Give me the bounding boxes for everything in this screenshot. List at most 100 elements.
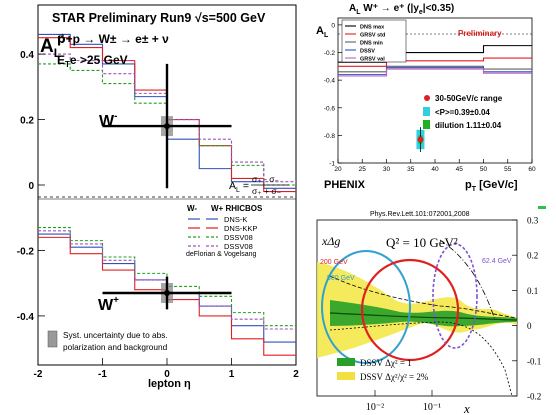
star-xtick-label-2: 0: [164, 369, 170, 380]
phenix-legend-label-1: GRSV std: [360, 33, 385, 39]
star-legend-label-1: DNS-KKP: [224, 224, 257, 233]
phenix-curve-4: [338, 68, 532, 77]
phenix-xtick-label-1: 25: [359, 166, 367, 173]
dssv-legend-swatch-1: [337, 372, 355, 380]
dssv-xtick-label-0: 10⁻²: [366, 402, 384, 413]
phenix-xtick-label-5: 45: [456, 166, 464, 173]
dssv-curve-3: [439, 239, 496, 321]
ellipse-200gev: [360, 258, 460, 362]
band-200-label: 200 GeV: [320, 259, 348, 266]
star-legend-label-2: DSSV08: [224, 233, 253, 242]
band-62-label: 62.4 GeV: [482, 258, 512, 265]
star-title-line3: ETe >25 GeV: [57, 53, 128, 69]
dssv-axis-ticks: 0.3 0.2 0.1 0 -0.1 -0.2 10⁻² 10⁻¹: [366, 216, 541, 414]
star-title-line1: STAR Preliminary Run9 √s=500 GeV: [52, 11, 266, 25]
legend-footer: deFlorian & Vogelsang: [186, 251, 257, 258]
star-panel: -2 -1 0 1 2 0.4 0.2 0 -0.2 -0.4 AL STAR Prelimina…: [17, 4, 299, 390]
phenix-legend-label-3: DSSV: [360, 49, 375, 55]
dssv-plot-area: [317, 239, 517, 396]
dssv-ytick-label-2: 0.1: [527, 286, 538, 296]
dssv-ytick-label-5: -0.2: [527, 392, 541, 402]
star-xtick-label-1: -1: [98, 369, 107, 380]
phenix-axis-ticks: 20 25 30 35 40 45 50 55 60 0 -0.2 -0.4 -0.6 -0.8 -1: [324, 22, 536, 173]
star-xtick-label-0: -2: [34, 369, 43, 380]
star-xtick-label-4: 2: [293, 369, 299, 380]
star-ytick-label-0: 0.4: [20, 50, 34, 61]
dssv-xlabel: x: [463, 401, 470, 415]
dssv-legend-swatch-0: [337, 358, 355, 366]
formula-lhs: AL =: [229, 180, 249, 194]
wminus-label: W-: [99, 111, 117, 130]
phenix-xtick-label-4: 40: [431, 166, 439, 173]
phenix-curve-3: [338, 67, 532, 76]
star-ytick-label-4: -0.4: [17, 312, 35, 323]
dssv-ytick-label-1: 0.2: [527, 251, 538, 261]
dssv-curve-1: [329, 275, 517, 319]
phenix-ytick-label-0: 0: [331, 22, 335, 29]
dssv-q2: Q² = 10 GeV²: [386, 235, 458, 250]
star-axis-ticks: -2 -1 0 1 2 0.4 0.2 0 -0.2 -0.4: [17, 50, 299, 380]
annot-stat-swatch: [423, 107, 430, 116]
star-point-1: [164, 290, 170, 296]
star-title-line2: p⃗+p → W± → e± + ν: [57, 32, 169, 46]
phenix-annotations: 30-50GeV/c range <P>=0.39±0.04 dilution …: [423, 94, 503, 130]
phenix-curve-1: [338, 57, 532, 67]
green-dash-mark: [538, 206, 546, 209]
phenix-panel: AL W⁺ → e⁺ (|ye|<0.35) AL Preliminary DN…: [316, 3, 536, 193]
legend-header-right: W+ RHICBOS: [211, 204, 263, 213]
star-ytick-label-3: -0.2: [17, 246, 35, 257]
star-legend-label-0: DNS-K: [224, 215, 247, 224]
phenix-xtick-label-6: 50: [480, 166, 488, 173]
formula-denominator: σ₊ + σ₋: [252, 186, 282, 196]
phenix-point: [417, 136, 424, 143]
annot-dilution: dilution 1.11±0.04: [435, 121, 502, 130]
star-data-points: [102, 63, 232, 310]
phenix-legend-label-2: DNS min: [360, 41, 384, 47]
star-xlabel: lepton η: [148, 378, 191, 390]
syst-swatch: [47, 330, 58, 348]
phenix-ytick-label-3: -0.6: [324, 105, 336, 112]
band-500-label: 500 GeV: [327, 275, 355, 282]
phenix-ytick-label-5: -1: [329, 161, 335, 168]
dssv-curve-2: [329, 321, 513, 396]
phenix-xlabel: pT [GeV/c]: [465, 179, 518, 193]
phenix-ytick-label-4: -0.8: [324, 133, 336, 140]
phenix-title: AL W⁺ → e⁺ (|ye|<0.35): [349, 3, 454, 16]
dssv-ylabel: xΔg: [321, 234, 340, 248]
phenix-ytick-label-1: -0.2: [324, 50, 336, 57]
phenix-xtick-label-0: 20: [334, 166, 342, 173]
dssv-ytick-label-3: 0: [527, 321, 532, 331]
ellipse-500gev: [321, 250, 411, 364]
asymmetry-formula: AL = σ₊ - σ₋ σ₊ + σ₋: [229, 174, 289, 196]
phenix-ytick-label-2: -0.4: [324, 78, 336, 85]
phenix-data-point: [416, 127, 425, 152]
phenix-legend-box: [341, 19, 407, 63]
star-ytick-label-2: 0: [28, 181, 34, 192]
phenix-legend: DNS max GRSV std DNS min DSSV GRSV val: [341, 19, 407, 63]
star-curve-wminus-2: [38, 63, 296, 186]
dssv-ytick-label-0: 0.3: [527, 216, 539, 226]
annot-range: 30-50GeV/c range: [435, 94, 503, 103]
wplus-label: W+: [98, 295, 119, 314]
dssv-legend-label-0: DSSV Δχ² = 1: [360, 358, 412, 368]
phenix-preliminary: Preliminary: [458, 29, 502, 38]
annot-dilution-swatch: [423, 120, 430, 129]
annot-pt: <P>=0.39±0.04: [435, 108, 490, 117]
dssv-legend-label-1: DSSV Δχ²/χ² = 2%: [360, 372, 429, 382]
formula-numerator: σ₊ - σ₋: [252, 174, 280, 184]
phenix-logo: PHENIX: [324, 179, 366, 191]
phenix-xtick-label-3: 35: [407, 166, 415, 173]
dssv-band-chi1: [330, 300, 517, 327]
phenix-legend-label-0: DNS max: [360, 25, 385, 31]
phenix-ylabel: AL: [316, 25, 329, 39]
syst-text-line2: polarization and background: [63, 342, 168, 352]
phenix-legend-label-4: GRSV val: [360, 57, 385, 63]
star-curve-wplus-3: [38, 230, 296, 330]
dssv-ytick-label-4: -0.1: [527, 356, 541, 366]
phenix-xtick-label-8: 60: [528, 166, 536, 173]
syst-text-line1: Syst. uncertainty due to abs.: [63, 330, 168, 340]
star-point-0: [164, 123, 170, 130]
